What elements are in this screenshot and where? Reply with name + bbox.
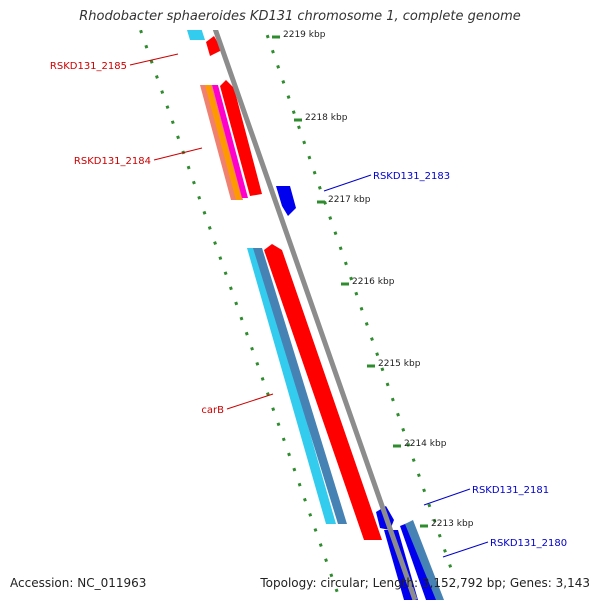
gene-label[interactable]: carB bbox=[201, 405, 224, 416]
chromosome-backbone bbox=[212, 30, 418, 600]
gene-label[interactable]: RSKD131_2185 bbox=[50, 61, 127, 72]
scale-label: 2215 kbp bbox=[378, 359, 421, 369]
scale-label: 2217 kbp bbox=[328, 195, 371, 205]
gene-arrow-red-carB bbox=[264, 244, 382, 540]
gene-block-magenta bbox=[212, 85, 248, 198]
scale-label: 2216 kbp bbox=[352, 277, 395, 287]
gene-label[interactable]: RSKD131_2183 bbox=[373, 171, 450, 182]
gene-leader-line bbox=[226, 393, 274, 410]
gene-label[interactable]: RSKD131_2181 bbox=[472, 485, 549, 496]
scale-labels: 2219 kbp 2218 kbp 2217 kbp 2216 kbp 2215 kbp… bbox=[272, 30, 474, 529]
inner-tick-track bbox=[138, 30, 342, 600]
gene-features bbox=[187, 0, 444, 600]
gene-leader-line bbox=[153, 147, 203, 161]
gene-leader-line bbox=[423, 488, 471, 506]
gene-block-red-top bbox=[200, 0, 222, 28]
outer-tick-line bbox=[263, 30, 457, 581]
outer-tick-track bbox=[263, 30, 457, 581]
gene-block-cyan-carB bbox=[247, 248, 336, 524]
gene-arrow-red-2184 bbox=[220, 80, 262, 196]
accession-text: Accession: NC_011963 bbox=[10, 576, 147, 590]
gene-leader-line bbox=[129, 53, 179, 66]
gene-block-steel-carB bbox=[253, 248, 347, 524]
scale-label: 2218 kbp bbox=[305, 113, 348, 123]
gene-label[interactable]: RSKD131_2180 bbox=[490, 538, 567, 549]
gene-leader-line bbox=[442, 541, 489, 558]
gene-arrow-blue-2183 bbox=[276, 186, 296, 216]
gene-block-cyan-top bbox=[187, 30, 205, 40]
gene-block-orange bbox=[205, 85, 242, 200]
gene-callouts: RSKD131_2185 RSKD131_2184 RSKD131_2183 carB… bbox=[50, 53, 567, 558]
gene-label[interactable]: RSKD131_2184 bbox=[74, 156, 151, 167]
gene-arrow-red-2185 bbox=[206, 36, 222, 56]
gene-leader-line bbox=[323, 174, 372, 192]
scale-label: 2219 kbp bbox=[283, 30, 326, 40]
scale-label: 2214 kbp bbox=[404, 439, 447, 449]
gene-block-steel-2180 bbox=[405, 520, 444, 600]
map-title: Rhodobacter sphaeroides KD131 chromosome… bbox=[79, 9, 521, 24]
inner-tick-line bbox=[138, 30, 342, 600]
topology-text: Topology: circular; Length: 3,152,792 bp… bbox=[260, 576, 590, 590]
scale-label: 2213 kbp bbox=[431, 519, 474, 529]
